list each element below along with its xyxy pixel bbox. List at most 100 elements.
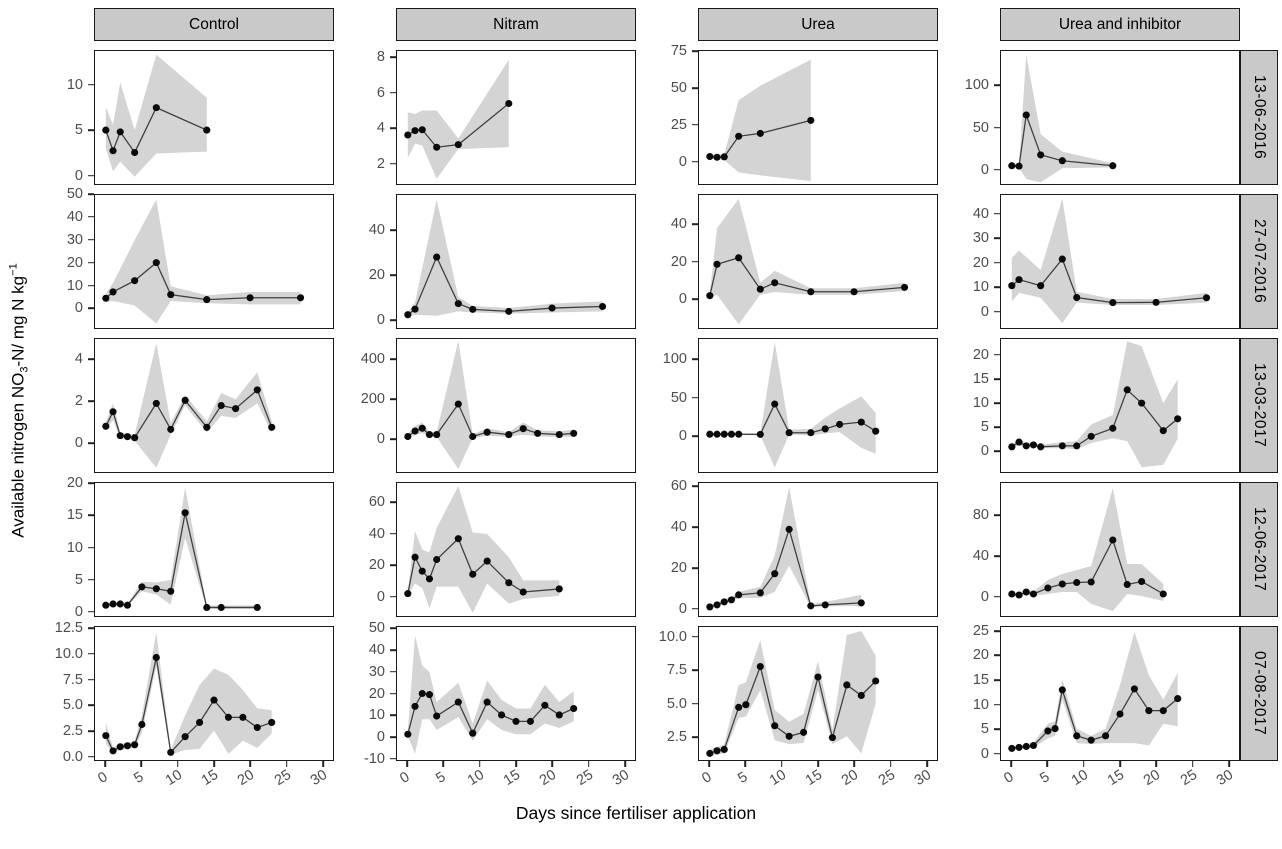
data-point [296, 294, 305, 302]
data-point [425, 691, 434, 699]
y-tick-mark [994, 752, 1000, 755]
data-point [857, 418, 865, 426]
facet-panel-control-13-06-2016 [94, 50, 334, 185]
data-point [152, 585, 160, 593]
data-point [131, 149, 139, 157]
data-point [807, 429, 815, 437]
data-point [418, 126, 426, 134]
y-tick-mark [692, 397, 698, 399]
panel-plot [404, 59, 513, 179]
x-tick-label: 0 [699, 769, 715, 787]
y-axis-r2-c0: 0 2 4 [32, 338, 94, 473]
confidence-ribbon [105, 632, 272, 755]
data-point [1152, 298, 1160, 306]
y-axis-r2-c3: 0 5 10 15 20 [938, 338, 1000, 473]
y-tick-label: 20 [368, 557, 385, 574]
data-point [800, 728, 808, 736]
y-tick-mark [692, 485, 698, 487]
y-tick-mark [88, 514, 94, 517]
y-axis-r3-c3: 0 40 80 [938, 482, 1000, 617]
row-strip-label: 07-08-2017 [1251, 651, 1268, 736]
x-tick-mark [1228, 761, 1230, 767]
y-tick-label: 0 [678, 153, 687, 170]
data-point [404, 131, 412, 139]
data-point [1015, 276, 1023, 284]
data-point [167, 291, 175, 299]
data-point [1008, 162, 1016, 170]
data-point [505, 431, 513, 439]
y-tick-mark [390, 127, 396, 129]
panel-plot [706, 198, 909, 325]
data-point [167, 587, 175, 595]
data-point [1087, 432, 1095, 440]
x-tick-label: 20 [235, 766, 258, 790]
data-point [469, 305, 477, 313]
facet-panel-urea-and-inhibitor-13-06-2016 [1000, 50, 1240, 185]
data-point [900, 283, 909, 291]
data-point [742, 701, 750, 709]
y-axis-r1-c3: 0 10 20 30 40 [938, 194, 1000, 329]
y-tick-mark [692, 260, 698, 263]
data-point [534, 429, 542, 437]
data-point [167, 748, 175, 756]
column-strip-label: Urea [801, 15, 835, 33]
y-tick-label: 0.0 [62, 748, 83, 765]
y-axis-r1-c2: 0 20 40 [636, 194, 698, 329]
x-axis-c1: 0 5 10 15 20 25 30 [396, 761, 636, 799]
data-point [1008, 744, 1016, 752]
y-tick-label: 100 [964, 77, 989, 94]
y-tick-mark [994, 311, 1000, 313]
column-strip-urea: Urea [698, 8, 938, 41]
y-tick-mark [390, 358, 396, 360]
y-tick-label: 0 [74, 300, 83, 317]
x-tick-label: 30 [307, 766, 331, 790]
data-point [217, 401, 225, 410]
data-point [756, 285, 764, 293]
data-point [1123, 580, 1131, 589]
y-tick-mark [88, 284, 94, 287]
x-tick-label: 15 [1104, 766, 1128, 790]
data-line [1011, 257, 1207, 304]
y-tick-label: 75 [670, 43, 687, 60]
data-point [1058, 157, 1066, 165]
row-strip-label: 13-06-2016 [1251, 75, 1268, 160]
data-point [433, 431, 441, 439]
data-point [411, 427, 419, 435]
y-tick-mark [88, 129, 94, 132]
y-tick-label: 20 [670, 253, 687, 270]
data-point [116, 432, 124, 440]
data-point [1029, 741, 1038, 750]
y-tick-label: -10 [364, 750, 385, 767]
y-tick-label: 2.5 [62, 723, 83, 740]
y-tick-label: 40 [368, 222, 385, 238]
data-point [469, 729, 477, 737]
data-point [1109, 424, 1117, 432]
data-point [425, 575, 434, 583]
data-point [713, 260, 721, 268]
data-point [756, 662, 764, 671]
y-tick-mark [692, 567, 698, 569]
panel-plot [1008, 488, 1167, 611]
y-tick-mark [692, 358, 698, 361]
column-strip-label: Urea and inhibitor [1058, 15, 1182, 33]
data-point [1022, 442, 1030, 450]
data-point [807, 288, 815, 296]
y-axis-r1-c1: 0 20 40 [334, 194, 396, 329]
facet-panel-nitram-27-07-2016 [396, 194, 636, 329]
y-tick-mark [88, 238, 94, 241]
facet-panel-urea-07-08-2017 [698, 626, 938, 761]
y-tick-mark [88, 261, 94, 264]
data-point [411, 305, 419, 313]
x-tick-label: 30 [609, 766, 633, 790]
confidence-ribbon [407, 486, 560, 613]
y-tick-mark [88, 307, 94, 310]
y-tick-mark [994, 237, 1000, 239]
data-point [138, 720, 146, 729]
data-point [735, 430, 743, 438]
x-tick-mark [587, 761, 590, 767]
facet-panel-nitram-12-06-2017 [396, 482, 636, 617]
y-tick-mark [390, 736, 396, 738]
y-tick-label: 0 [980, 745, 989, 762]
y-tick-label: 25 [670, 116, 687, 133]
data-point [1159, 707, 1167, 715]
